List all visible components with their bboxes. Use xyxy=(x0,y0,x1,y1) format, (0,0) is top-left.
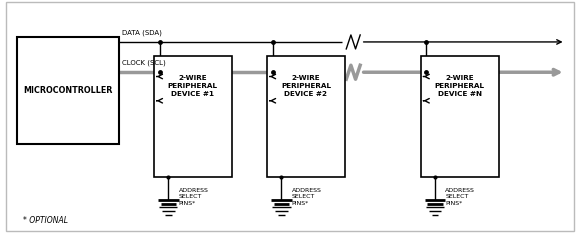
Text: MICROCONTROLLER: MICROCONTROLLER xyxy=(23,86,113,95)
Bar xyxy=(154,56,232,177)
Text: ADDRESS
SELECT
PINS*: ADDRESS SELECT PINS* xyxy=(292,188,322,206)
Text: ADDRESS
SELECT
PINS*: ADDRESS SELECT PINS* xyxy=(445,188,476,206)
Text: CLOCK (SCL): CLOCK (SCL) xyxy=(122,60,165,66)
Text: * OPTIONAL: * OPTIONAL xyxy=(23,216,68,225)
Text: ADDRESS
SELECT
PINS*: ADDRESS SELECT PINS* xyxy=(179,188,209,206)
Bar xyxy=(267,56,345,177)
Text: 2-WIRE
PERIPHERAL
DEVICE #2: 2-WIRE PERIPHERAL DEVICE #2 xyxy=(281,75,331,97)
Text: 2-WIRE
PERIPHERAL
DEVICE #N: 2-WIRE PERIPHERAL DEVICE #N xyxy=(434,75,485,97)
Text: DATA (SDA): DATA (SDA) xyxy=(122,30,162,36)
Bar xyxy=(17,37,119,144)
Bar xyxy=(420,56,499,177)
Text: 2-WIRE
PERIPHERAL
DEVICE #1: 2-WIRE PERIPHERAL DEVICE #1 xyxy=(168,75,218,97)
